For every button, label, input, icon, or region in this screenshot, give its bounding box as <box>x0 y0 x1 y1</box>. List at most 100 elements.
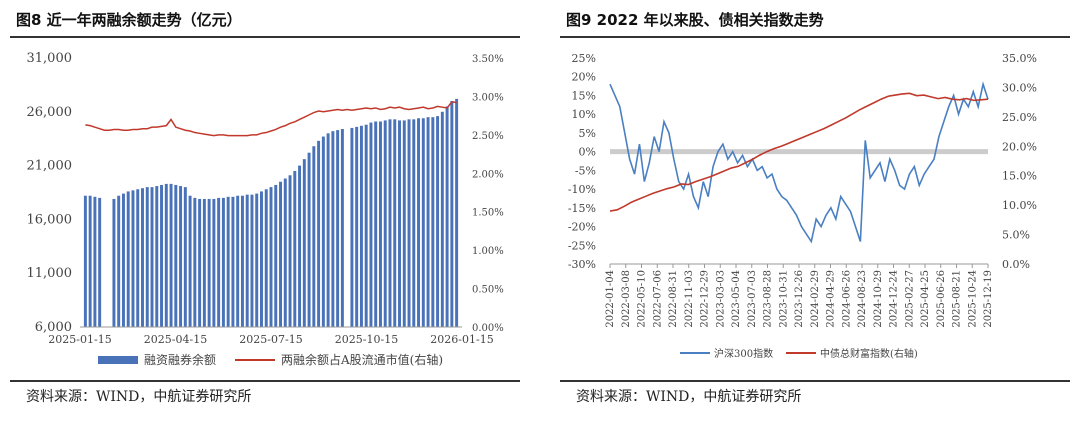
bar <box>393 119 397 327</box>
bar <box>164 183 168 327</box>
x-tick-label: 2024-10-29 <box>873 270 884 328</box>
x-tick-label: 2025-01-15 <box>48 333 111 346</box>
x-tick-label: 2024-04-29 <box>826 270 837 328</box>
y-left-tick-label: 21,000 <box>27 159 73 174</box>
x-tick-label: 2022-07-06 <box>652 270 663 328</box>
bar <box>374 121 378 327</box>
bar <box>336 130 340 327</box>
y-right-tick-label: 2.00% <box>472 169 504 180</box>
y-right-tick-label: 0.50% <box>472 285 504 296</box>
figure-9-title: 图9 2022 年以来股、债相关指数走势 <box>566 11 824 29</box>
x-tick-label: 2022-08-31 <box>668 270 679 328</box>
line-series-bond-index <box>609 92 989 212</box>
bar <box>117 195 121 327</box>
bar <box>250 194 254 327</box>
bar <box>340 129 344 327</box>
y-right-tick-label: 30.0% <box>1002 81 1037 94</box>
y-right-tick-label: 1.00% <box>472 246 504 257</box>
line-series-csi300 <box>609 81 989 244</box>
bar <box>445 106 449 327</box>
figure-9-top-rule <box>560 36 1070 38</box>
bar <box>236 195 240 327</box>
bar <box>131 190 135 327</box>
bar <box>193 197 197 327</box>
bar <box>245 194 249 327</box>
x-tick-label: 2026-01-15 <box>430 333 493 346</box>
legend-label-csi300: 沪深300指数 <box>714 347 773 360</box>
bar <box>317 140 321 327</box>
bar <box>388 119 392 327</box>
x-tick-label: 2024-08-23 <box>857 270 868 328</box>
y-right-tick-label: 15.0% <box>1002 170 1037 183</box>
figure-9-source: 资料来源：WIND，中航证券研究所 <box>576 389 802 405</box>
bar <box>231 196 235 327</box>
bar <box>255 193 259 327</box>
figure-9-panel: 图9 2022 年以来股、债相关指数走势 -30% -25% -20% -15% -10… <box>550 0 1080 421</box>
y-right-tick-label: 35.0% <box>1002 52 1037 65</box>
bar <box>145 187 149 327</box>
bar <box>88 195 92 327</box>
bar <box>369 122 373 327</box>
x-tick-label: 2022-12-29 <box>700 270 711 328</box>
x-tick-label: 2024-06-26 <box>841 270 852 328</box>
bar <box>450 101 454 327</box>
bar <box>279 181 282 327</box>
bar <box>288 175 292 327</box>
bar <box>274 184 278 327</box>
bar <box>160 184 164 327</box>
bar <box>436 116 440 327</box>
x-tick-label: 2025-07-15 <box>239 333 302 346</box>
figure-8-panel: 图8 近一年两融余额走势（亿元） 6,000 11,000 16,000 21,000… <box>0 0 530 421</box>
bar <box>402 120 406 328</box>
bar <box>326 133 330 327</box>
y-right-tick-label: 5.0% <box>1002 229 1030 242</box>
bar <box>126 191 130 327</box>
bar <box>440 111 444 327</box>
x-tick-label: 2023-03-03 <box>715 270 726 328</box>
bar <box>121 193 125 327</box>
y-left-tick-label: 16,000 <box>27 212 73 227</box>
y-right-tick-label: 2.50% <box>472 131 504 142</box>
bar <box>183 187 187 327</box>
figure-8-title: 图8 近一年两融余额走势（亿元） <box>16 11 242 29</box>
bar <box>202 198 206 327</box>
bar <box>383 120 387 328</box>
bar <box>307 152 311 327</box>
bar <box>312 146 316 327</box>
bar <box>412 119 416 327</box>
bar <box>417 118 421 327</box>
bar <box>188 195 192 327</box>
bar <box>221 197 225 327</box>
x-tick-label: 2025-04-25 <box>920 270 931 328</box>
bar <box>331 131 335 327</box>
y-left-tick-label: -10% <box>568 183 596 196</box>
y-left-tick-label: 15% <box>572 89 596 102</box>
x-tick-label: 2023-10-31 <box>778 270 789 328</box>
bar <box>174 184 178 327</box>
y-left-tick-label: 11,000 <box>27 266 73 281</box>
y-left-tick-label: 26,000 <box>27 105 73 120</box>
y-left-tick-label: -15% <box>568 202 596 215</box>
figure-9-chart: -30% -25% -20% -15% -10% -5% 0% 5% 10% 15% 20% 25% 0… <box>568 52 1037 360</box>
y-left-tick-label: 6,000 <box>35 320 72 335</box>
bar <box>93 196 97 327</box>
bar <box>198 198 202 327</box>
bar <box>150 187 154 327</box>
y-right-tick-label: 0.00% <box>472 323 504 334</box>
bar <box>217 197 221 327</box>
x-tick-label: 2025-04-15 <box>144 333 207 346</box>
x-tick-label: 2022-05-10 <box>637 270 648 328</box>
x-tick-label: 2022-11-03 <box>684 270 695 328</box>
y-right-tick-label: 3.50% <box>472 54 504 65</box>
y-right-tick-label: 20.0% <box>1002 140 1037 153</box>
figure-9-bottom-rule <box>560 380 1070 382</box>
bar <box>350 127 354 327</box>
bar <box>359 125 363 328</box>
bar <box>455 98 459 327</box>
y-right-tick-label: 25.0% <box>1002 111 1037 124</box>
x-tick-label: 2023-12-26 <box>794 270 805 328</box>
y-left-tick-label: 10% <box>572 108 596 121</box>
bar <box>364 124 368 327</box>
x-tick-label: 2025-10-24 <box>967 270 978 328</box>
x-tick-label: 2025-10-15 <box>335 333 398 346</box>
